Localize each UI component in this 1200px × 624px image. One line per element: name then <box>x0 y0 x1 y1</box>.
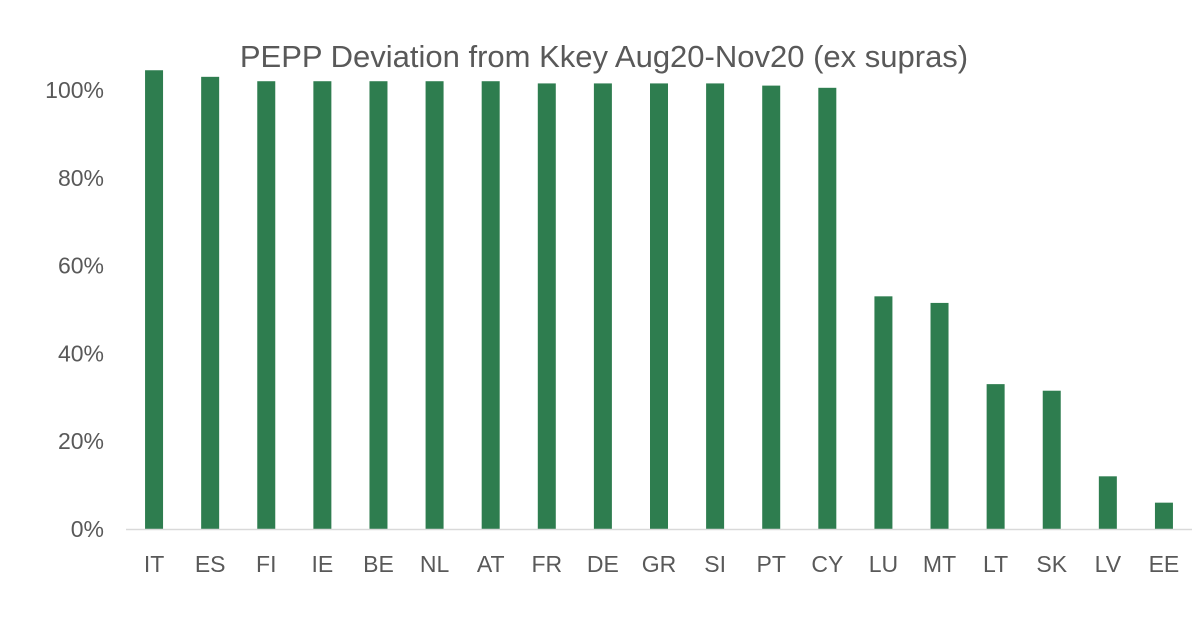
x-tick-label: LV <box>1095 551 1122 577</box>
x-tick-label: MT <box>923 551 956 577</box>
bar-fi <box>257 81 276 529</box>
bar-pt <box>762 85 781 530</box>
y-tick-label: 0% <box>71 516 104 542</box>
x-tick-label: AT <box>477 551 505 577</box>
y-tick-label: 40% <box>58 340 104 366</box>
x-tick-label: LU <box>869 551 898 577</box>
x-tick-label: BE <box>363 551 394 577</box>
x-tick-label: ES <box>195 551 226 577</box>
bar-gr <box>650 83 668 529</box>
y-tick-label: 60% <box>58 253 104 279</box>
bar-ee <box>1154 502 1173 529</box>
bar-ie <box>313 81 332 529</box>
y-tick-label: 100% <box>45 77 104 103</box>
y-axis-ticks: 0% 20% 40% 60% 80% 100% <box>45 77 104 542</box>
x-tick-label: SK <box>1036 551 1067 577</box>
x-tick-label: IE <box>312 551 334 577</box>
x-tick-label: GR <box>642 551 677 577</box>
x-tick-label: SI <box>704 551 726 577</box>
chart-title: PEPP Deviation from Kkey Aug20-Nov20 (ex… <box>240 39 968 74</box>
x-axis-ticks: IT ES FI IE BE NL AT FR DE GR SI PT CY LU MT LT SK LV EE <box>144 551 1179 577</box>
y-tick-label: 20% <box>58 428 104 454</box>
bar-lt <box>986 384 1005 529</box>
x-tick-label: NL <box>420 551 450 577</box>
x-tick-label: PT <box>757 551 786 577</box>
bar-fr <box>537 83 556 529</box>
bar-be <box>369 81 388 529</box>
bar-si <box>706 83 725 529</box>
x-tick-label: IT <box>144 551 164 577</box>
bar-de <box>593 83 612 529</box>
bars-group <box>145 70 1173 530</box>
bar-cy <box>818 87 837 530</box>
bar-lu <box>874 296 893 529</box>
bar-mt <box>930 302 949 529</box>
x-tick-label: FI <box>256 551 276 577</box>
bar-it <box>145 70 164 530</box>
bar-sk <box>1042 390 1061 529</box>
bar-lv <box>1098 476 1117 529</box>
x-tick-label: DE <box>587 551 619 577</box>
x-tick-label: CY <box>811 551 843 577</box>
x-tick-label: LT <box>983 551 1008 577</box>
x-tick-label: FR <box>531 551 562 577</box>
bar-es <box>201 76 220 529</box>
x-tick-label: EE <box>1149 551 1180 577</box>
bar-at <box>481 81 500 529</box>
bar-nl <box>425 81 444 529</box>
y-tick-label: 80% <box>58 165 104 191</box>
